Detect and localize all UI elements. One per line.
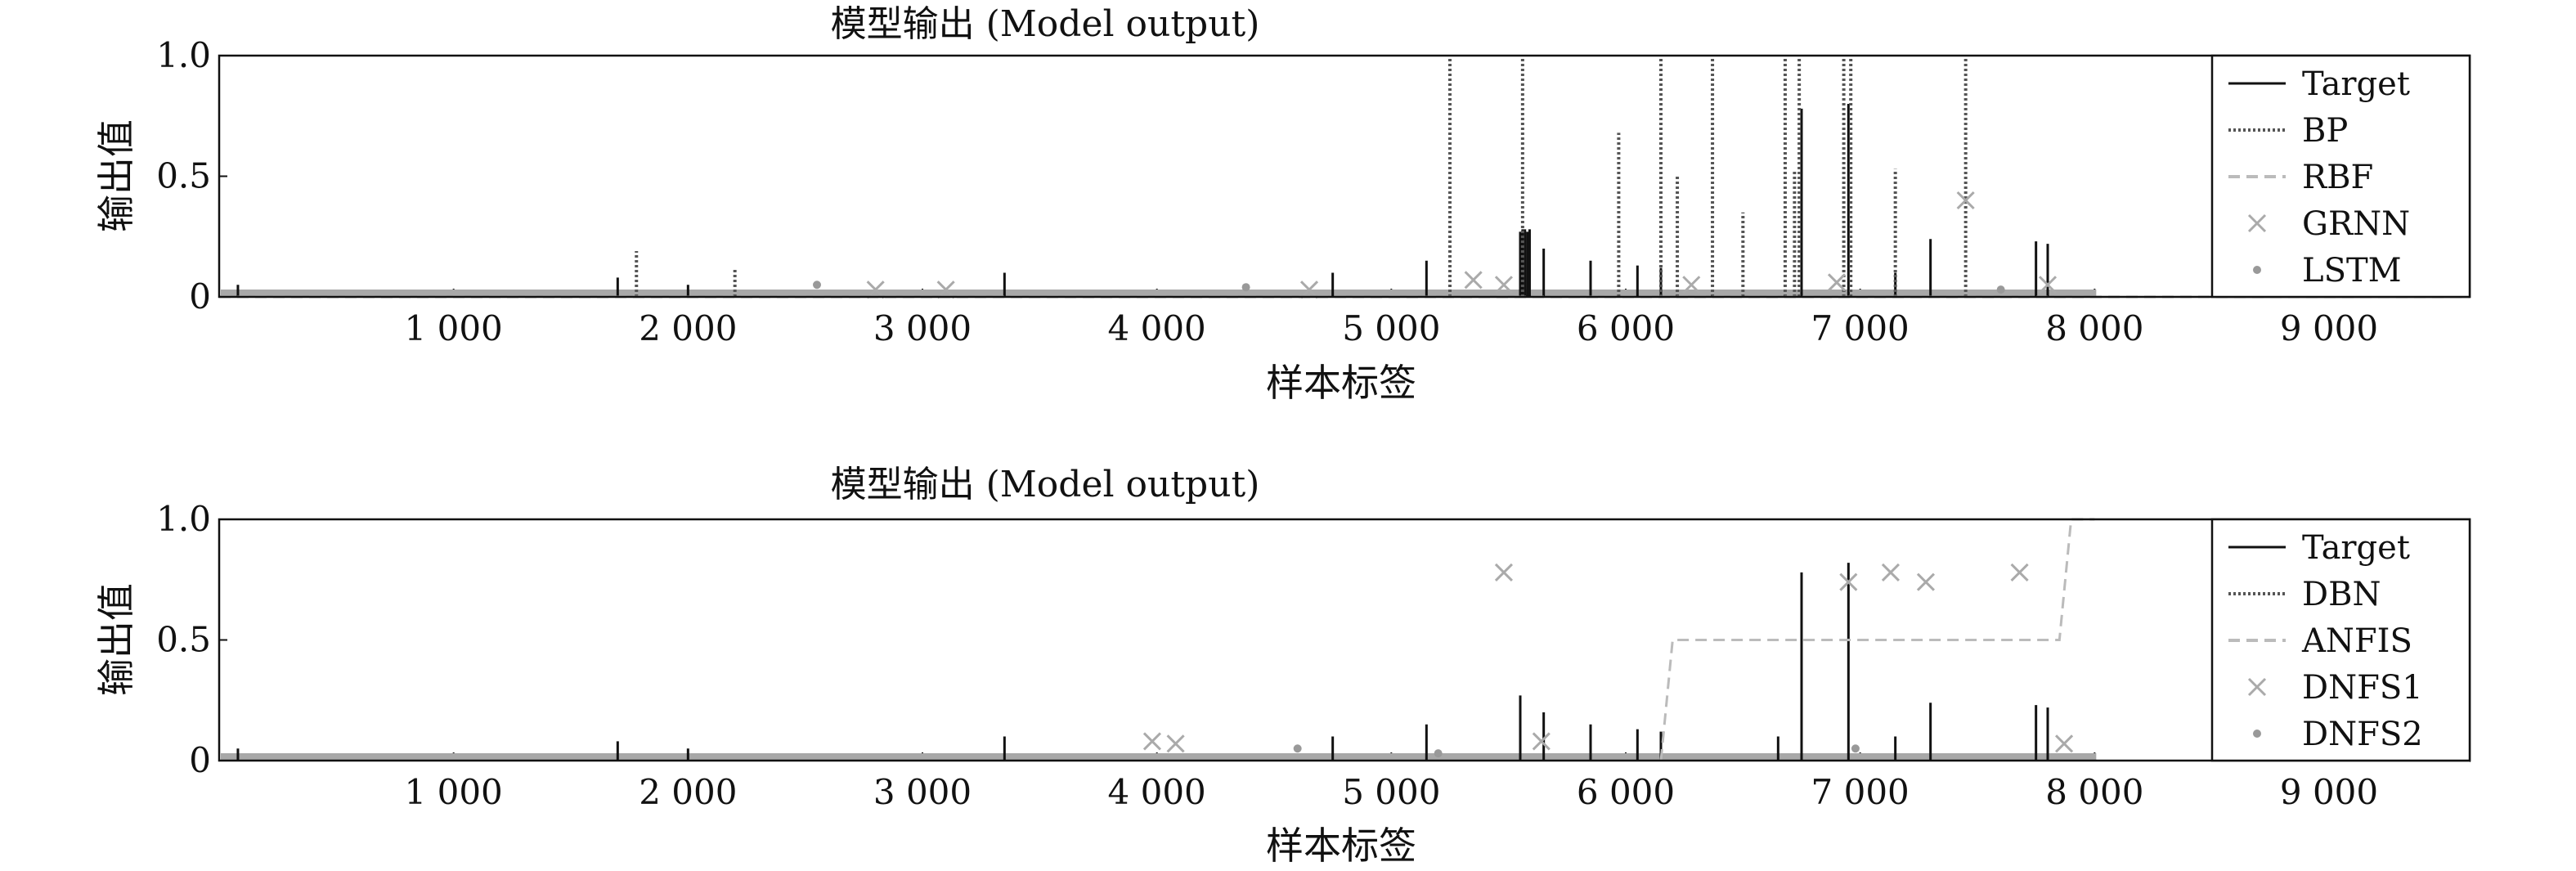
x-axis-label: 样本标签 xyxy=(1266,361,1416,405)
x-tick-label: 4 000 xyxy=(1108,772,1206,812)
legend-label: LSTM xyxy=(2302,252,2402,290)
series-target xyxy=(236,104,2049,297)
x-marker xyxy=(1494,276,1513,294)
dot-marker xyxy=(1293,744,1302,753)
x-tick-label: 7 000 xyxy=(1811,772,1910,812)
plot-frame xyxy=(218,518,2471,762)
y-tick-label: 1.0 xyxy=(156,499,211,539)
x-tick-label: 5 000 xyxy=(1342,308,1440,348)
baseline-noise-band xyxy=(221,290,2097,297)
legend-label: GRNN xyxy=(2302,205,2410,243)
x-tick-label: 9 000 xyxy=(2280,308,2378,348)
legend-swatch xyxy=(2247,677,2267,697)
x-marker xyxy=(1682,276,1701,294)
x-marker xyxy=(1956,191,1975,210)
x-tick-label: 5 000 xyxy=(1342,772,1440,812)
chart-panel-top: 模型输出 (Model output) 0 0.5 1.0 1 000 2 000 3 … xyxy=(94,3,2471,405)
chart-title: 模型输出 (Model output) xyxy=(831,464,1260,505)
x-tick-label: 9 000 xyxy=(2280,772,2378,812)
y-axis-label: 输出值 xyxy=(94,119,138,232)
x-marker xyxy=(1142,732,1161,751)
x-axis-label: 样本标签 xyxy=(1266,824,1416,868)
legend: Target BP RBF GRNN LSTM xyxy=(2210,54,2471,299)
chart-title: 模型输出 (Model output) xyxy=(831,3,1260,45)
series-dnfs2 xyxy=(1293,744,1860,758)
x-marker xyxy=(1839,572,1858,591)
legend-swatch xyxy=(2247,213,2267,233)
x-marker xyxy=(1881,563,1900,581)
legend-label: ANFIS xyxy=(2301,622,2412,660)
y-tick-label: 0.5 xyxy=(156,156,211,196)
chart-panel-bottom: 模型输出 (Model output) 0 0.5 1.0 1 000 2 000 3 … xyxy=(94,464,2471,868)
plot-frame xyxy=(218,54,2471,299)
dot-marker xyxy=(813,281,821,290)
legend-swatch xyxy=(2253,730,2261,738)
x-marker xyxy=(2010,563,2029,581)
x-tick-label: 2 000 xyxy=(639,308,737,348)
legend-label: Target xyxy=(2302,65,2410,103)
legend-swatch xyxy=(2253,266,2261,274)
x-tick-label: 8 000 xyxy=(2045,308,2143,348)
dot-marker xyxy=(1996,285,2005,294)
baseline-noise-band xyxy=(221,753,2097,761)
y-tick-label: 0.5 xyxy=(156,620,211,660)
x-marker xyxy=(936,281,955,299)
y-tick-label: 1.0 xyxy=(156,35,211,75)
legend-label: DNFS1 xyxy=(2302,669,2423,707)
x-marker xyxy=(1166,734,1185,753)
x-marker xyxy=(1494,563,1513,581)
series-target xyxy=(236,563,2049,761)
x-marker xyxy=(1532,732,1551,751)
x-tick-label: 7 000 xyxy=(1811,308,1910,348)
legend-label: BP xyxy=(2302,112,2348,150)
series-dnfs1 xyxy=(1142,563,2074,753)
series-lstm xyxy=(813,281,2005,294)
dot-marker xyxy=(1241,283,1250,292)
x-tick-label: 1 000 xyxy=(405,308,503,348)
x-marker xyxy=(1916,572,1935,591)
series-line xyxy=(1659,518,2095,761)
y-axis-label: 输出值 xyxy=(94,583,138,696)
x-marker xyxy=(1464,271,1483,290)
y-tick-label: 0 xyxy=(189,740,211,780)
legend-label: RBF xyxy=(2302,159,2373,196)
y-tick-label: 0 xyxy=(189,276,211,317)
x-marker xyxy=(866,281,885,299)
x-tick-label: 2 000 xyxy=(639,772,737,812)
dot-marker xyxy=(1434,749,1443,758)
x-marker xyxy=(1299,281,1319,299)
x-tick-label: 4 000 xyxy=(1108,308,1206,348)
legend-label: Target xyxy=(2302,529,2410,567)
x-tick-label: 1 000 xyxy=(405,772,503,812)
x-tick-label: 8 000 xyxy=(2045,772,2143,812)
series-anfis xyxy=(1659,518,2095,761)
x-marker xyxy=(2038,276,2058,294)
legend: Target DBN ANFIS DNFS1 DNFS2 xyxy=(2210,518,2471,762)
legend-label: DBN xyxy=(2302,576,2381,613)
dot-marker xyxy=(1851,744,1860,753)
x-tick-label: 3 000 xyxy=(873,308,972,348)
x-tick-label: 3 000 xyxy=(873,772,972,812)
x-marker xyxy=(2055,734,2074,753)
x-tick-label: 6 000 xyxy=(1577,308,1675,348)
series-grnn xyxy=(866,191,2058,299)
x-marker xyxy=(1827,273,1847,292)
series-bp xyxy=(635,56,1968,297)
x-tick-label: 6 000 xyxy=(1577,772,1675,812)
legend-label: DNFS2 xyxy=(2302,716,2423,753)
